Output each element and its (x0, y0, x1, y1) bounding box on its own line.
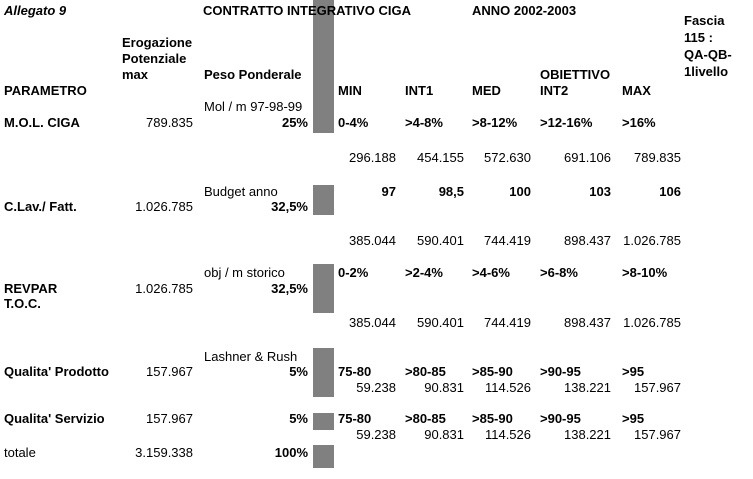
fascia-line-2: 115 : (684, 30, 713, 45)
value-cell: 296.188 (349, 150, 396, 165)
target-cell: 100 (509, 184, 531, 199)
peso-percent: 32,5% (271, 281, 308, 296)
column-header-min: MIN (338, 83, 362, 98)
range-cell: >80-85 (405, 364, 446, 379)
peso-label: obj / m storico (204, 265, 285, 280)
column-header-int2: INT2 (540, 83, 569, 98)
erogazione-max-value: 789.835 (146, 115, 193, 130)
column-header-int1: INT1 (405, 83, 434, 98)
row-name: M.O.L. CIGA (4, 115, 80, 130)
fascia-line-4: 1livello (684, 64, 729, 79)
row-name-line-2: T.O.C. (4, 296, 41, 311)
value-cell: 114.526 (484, 427, 531, 442)
value-cell: 157.967 (634, 380, 681, 395)
value-cell: 454.155 (417, 150, 464, 165)
peso-percent: 5% (289, 364, 308, 379)
value-cell: 898.437 (564, 315, 611, 330)
allegato-label: Allegato 9 (4, 3, 67, 18)
range-cell: >85-90 (472, 411, 513, 426)
peso-percent: 32,5% (271, 199, 308, 214)
value-cell: 59.238 (356, 427, 396, 442)
range-cell: >95 (622, 411, 645, 426)
peso-label: Lashner & Rush (204, 349, 298, 364)
peso-percent: 5% (289, 411, 308, 426)
column-header-med: MED (472, 83, 501, 98)
erogazione-max-value: 1.026.785 (135, 199, 193, 214)
erogazione-max-value: 157.967 (146, 364, 193, 379)
value-cell: 385.044 (349, 233, 396, 248)
range-cell: >8-12% (472, 115, 518, 130)
range-cell: >90-95 (540, 364, 581, 379)
obiettivo-header: OBIETTIVO (540, 67, 611, 82)
value-cell: 898.437 (564, 233, 611, 248)
gray-bar-segment-1 (313, 0, 334, 133)
value-cell: 90.831 (424, 427, 464, 442)
range-cell: >2-4% (405, 265, 443, 280)
value-cell: 90.831 (424, 380, 464, 395)
value-cell: 157.967 (634, 427, 681, 442)
gray-bar-segment-3 (313, 264, 334, 313)
erogazione-header-line-1: Erogazione (122, 35, 193, 50)
totale-value: 3.159.338 (135, 445, 193, 460)
erogazione-max-value: 1.026.785 (135, 281, 193, 296)
erogazione-header-line-3: max (122, 67, 149, 82)
value-cell: 744.419 (484, 233, 531, 248)
value-cell: 59.238 (356, 380, 396, 395)
column-header-max: MAX (622, 83, 651, 98)
value-cell: 691.106 (564, 150, 611, 165)
range-cell: >95 (622, 364, 645, 379)
value-cell: 590.401 (417, 315, 464, 330)
value-cell: 114.526 (484, 380, 531, 395)
totale-percent: 100% (274, 445, 308, 460)
range-cell: >16% (622, 115, 656, 130)
target-cell: 103 (589, 184, 611, 199)
peso-percent: 25% (281, 115, 308, 130)
totale-label: totale (4, 445, 36, 460)
fascia-line-1: Fascia (684, 13, 725, 28)
gray-bar-segment-4 (313, 348, 334, 397)
peso-ponderale-header: Peso Ponderale (204, 67, 302, 82)
value-cell: 1.026.785 (623, 233, 681, 248)
value-cell: 138.221 (564, 427, 611, 442)
gray-bar-segment-5 (313, 413, 334, 430)
erogazione-max-value: 157.967 (146, 411, 193, 426)
row-name: Qualita' Servizio (4, 411, 105, 426)
fascia-line-3: QA-QB- (684, 47, 732, 62)
gray-bar-segment-6 (313, 445, 334, 468)
value-cell: 1.026.785 (623, 315, 681, 330)
range-cell: >12-16% (540, 115, 593, 130)
row-name: C.Lav./ Fatt. (4, 199, 77, 214)
range-cell: 0-2% (338, 265, 369, 280)
range-cell: >80-85 (405, 411, 446, 426)
document-title: CONTRATTO INTEGRATIVO CIGA (203, 3, 411, 18)
row-name: Qualita' Prodotto (4, 364, 109, 379)
peso-label: Mol / m 97-98-99 (204, 99, 303, 114)
range-cell: >6-8% (540, 265, 578, 280)
row-name-line-1: REVPAR (4, 281, 58, 296)
range-cell: 0-4% (338, 115, 369, 130)
value-cell: 385.044 (349, 315, 396, 330)
range-cell: >85-90 (472, 364, 513, 379)
anno-label: ANNO 2002-2003 (472, 3, 577, 18)
target-cell: 98,5 (438, 184, 464, 199)
range-cell: >4-6% (472, 265, 510, 280)
range-cell: 75-80 (338, 411, 372, 426)
range-cell: >90-95 (540, 411, 581, 426)
erogazione-header-line-2: Potenziale (122, 51, 187, 66)
target-cell: 97 (381, 184, 396, 199)
value-cell: 590.401 (417, 233, 464, 248)
value-cell: 572.630 (484, 150, 531, 165)
value-cell: 744.419 (484, 315, 531, 330)
parametro-header: PARAMETRO (4, 83, 87, 98)
range-cell: 75-80 (338, 364, 372, 379)
peso-label: Budget anno (204, 184, 278, 199)
range-cell: >4-8% (405, 115, 443, 130)
value-cell: 789.835 (634, 150, 681, 165)
gray-bar-segment-2 (313, 185, 334, 215)
range-cell: >8-10% (622, 265, 668, 280)
value-cell: 138.221 (564, 380, 611, 395)
target-cell: 106 (659, 184, 681, 199)
